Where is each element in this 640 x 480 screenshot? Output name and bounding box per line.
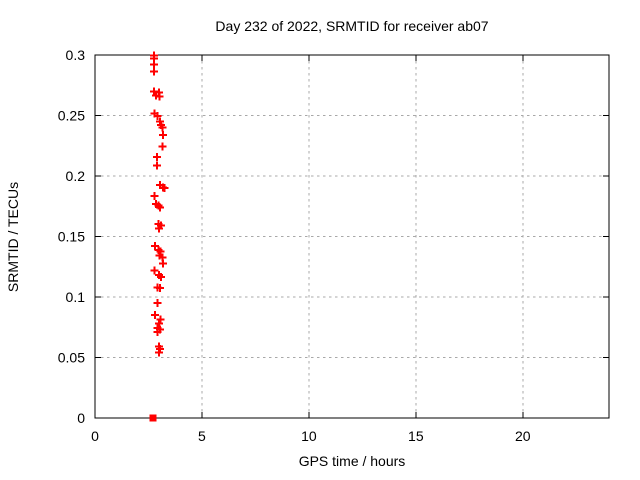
x-tick-label: 15 — [408, 428, 424, 444]
data-point-plus — [154, 348, 163, 357]
data-point-plus — [156, 203, 165, 212]
y-tick-label: 0 — [77, 410, 85, 426]
data-point-plus — [158, 123, 167, 132]
chart-title: Day 232 of 2022, SRMTID for receiver ab0… — [215, 18, 488, 34]
y-tick-label: 0.1 — [66, 289, 86, 305]
axes-layer: 0 5 10 15 20 0 0.05 0.1 0.15 0.2 0.25 0.3 — [58, 47, 610, 444]
data-point-plus — [150, 191, 159, 200]
data-point-plus — [156, 315, 165, 324]
data-point-plus — [153, 112, 162, 121]
x-tick-label: 5 — [198, 428, 206, 444]
y-tick-label: 0.3 — [66, 47, 86, 63]
y-tick-label: 0.15 — [58, 229, 85, 245]
data-point-plus — [153, 328, 162, 337]
x-tick-label: 10 — [301, 428, 317, 444]
plot-frame — [94, 54, 610, 419]
x-axis-label: GPS time / hours — [299, 453, 406, 469]
data-point-plus — [159, 130, 168, 139]
data-point-plus — [155, 92, 164, 101]
data-point-plus — [159, 259, 168, 268]
data-point-plus — [151, 311, 160, 320]
data-point-plus — [157, 273, 166, 282]
x-tick-label: 0 — [91, 428, 99, 444]
data-point-plus — [150, 266, 159, 275]
y-tick-label: 0.2 — [66, 168, 86, 184]
data-point-plus — [158, 142, 167, 151]
data-point-plus — [153, 161, 162, 170]
y-axis-label: SRMTID / TECUs — [5, 182, 21, 292]
grid-layer — [95, 55, 609, 418]
x-tick-label: 20 — [515, 428, 531, 444]
points-layer — [149, 51, 169, 422]
data-point-square — [149, 414, 157, 422]
data-point-plus — [153, 299, 162, 308]
data-point-plus — [153, 153, 162, 162]
data-point-plus — [154, 224, 163, 233]
data-point-plus — [150, 87, 159, 96]
data-point-plus — [160, 184, 169, 193]
data-point-plus — [156, 283, 165, 292]
data-point-plus — [154, 319, 163, 328]
y-tick-label: 0.05 — [58, 350, 85, 366]
data-point-plus — [150, 67, 159, 76]
y-tick-label: 0.25 — [58, 108, 85, 124]
